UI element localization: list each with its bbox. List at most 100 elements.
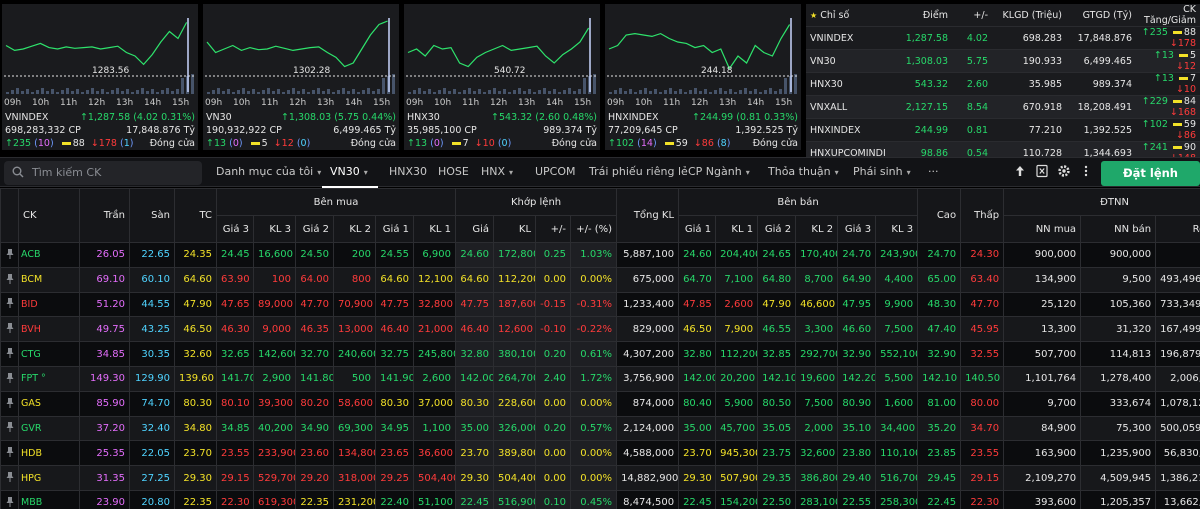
bid-price-2[interactable]: 23.60 [295, 440, 334, 467]
board-row-bcm[interactable]: BCM 69.10 60.10 64.60 63.90 100 64.00 800 64.60 1… [0, 266, 1200, 293]
ask-price-2[interactable]: 142.10 [757, 365, 797, 392]
bid-price-3[interactable]: 46.30 [216, 316, 254, 343]
pin-icon[interactable] [0, 390, 19, 417]
ask-price-1[interactable]: 46.50 [678, 316, 717, 343]
bid-price-2[interactable]: 47.70 [295, 291, 334, 318]
bid-price-1[interactable]: 64.60 [375, 266, 414, 293]
ask-price-3[interactable]: 35.10 [837, 415, 877, 442]
ask-price-1[interactable]: 142.00 [678, 365, 717, 392]
bid-price-2[interactable]: 24.50 [295, 242, 334, 268]
stock-symbol[interactable]: CTG [18, 341, 80, 367]
summary-row[interactable]: HNX30 543.32 2.60 35.985 989.374 ↑13 7 ↓10 [806, 72, 1200, 96]
pin-icon[interactable] [0, 440, 19, 467]
ask-price-3[interactable]: 24.70 [837, 242, 877, 268]
pin-icon[interactable] [0, 266, 19, 293]
ask-price-3[interactable]: 32.90 [837, 341, 877, 367]
bid-price-1[interactable]: 46.40 [375, 316, 414, 343]
bid-price-1[interactable]: 23.65 [375, 440, 414, 467]
bid-price-3[interactable]: 80.10 [216, 390, 254, 417]
bid-price-3[interactable]: 34.85 [216, 415, 254, 442]
tab-private-bonds[interactable]: Trái phiếu riêng lẻ [589, 165, 688, 178]
bid-price-1[interactable]: 80.30 [375, 390, 414, 417]
bid-price-1[interactable]: 32.75 [375, 341, 414, 367]
bid-price-1[interactable]: 29.25 [375, 465, 414, 491]
bid-price-3[interactable]: 29.15 [216, 465, 254, 491]
bid-price-3[interactable]: 22.30 [216, 489, 254, 509]
bid-price-2[interactable]: 32.70 [295, 341, 334, 367]
ask-price-2[interactable]: 32.85 [757, 341, 797, 367]
ask-price-3[interactable]: 23.80 [837, 440, 877, 467]
tab-negotiated[interactable]: Thỏa thuận ▾ [768, 165, 839, 178]
ask-price-1[interactable]: 23.70 [678, 440, 717, 467]
bid-price-3[interactable]: 32.65 [216, 341, 254, 367]
bid-price-1[interactable]: 34.95 [375, 415, 414, 442]
board-row-ctg[interactable]: CTG 34.85 30.35 32.60 32.65 142,600 32.70 240,6… [0, 341, 1200, 367]
tab-derivatives[interactable]: Phái sinh ▾ [853, 165, 911, 178]
mini-index-hnx30[interactable]: 540.72 09h 10h 11h 12h 13h 14h 15h HNX30 ↑543.32 … [404, 4, 600, 150]
bid-price-2[interactable]: 29.20 [295, 465, 334, 491]
stock-symbol[interactable]: BID [18, 291, 80, 318]
place-order-button[interactable]: Đặt lệnh [1101, 161, 1200, 186]
ask-price-2[interactable]: 46.55 [757, 316, 797, 343]
board-row-acb[interactable]: ACB 26.05 22.65 24.35 24.45 16,600 24.50 200 24.… [0, 242, 1200, 268]
bid-price-1[interactable]: 22.40 [375, 489, 414, 509]
board-row-hdb[interactable]: HDB 25.35 22.05 23.70 23.55 233,900 23.60 134,8… [0, 440, 1200, 467]
ask-price-2[interactable]: 64.80 [757, 266, 797, 293]
bid-price-2[interactable]: 46.35 [295, 316, 334, 343]
bid-price-1[interactable]: 47.75 [375, 291, 414, 318]
ask-price-1[interactable]: 64.70 [678, 266, 717, 293]
bid-price-3[interactable]: 23.55 [216, 440, 254, 467]
ask-price-2[interactable]: 80.50 [757, 390, 797, 417]
board-row-fpt[interactable]: FPT ° 149.30 129.90 139.60 141.70 2,900 141.80… [0, 365, 1200, 392]
ask-price-3[interactable]: 64.90 [837, 266, 877, 293]
pin-icon[interactable] [0, 365, 19, 392]
ask-price-1[interactable]: 35.00 [678, 415, 717, 442]
bid-price-1[interactable]: 24.55 [375, 242, 414, 268]
ask-price-1[interactable]: 32.80 [678, 341, 717, 367]
mini-index-vn30[interactable]: 1302.28 09h 10h 11h 12h 13h 14h 15h VN30 ↑1,308.0… [203, 4, 399, 150]
ask-price-3[interactable]: 29.40 [837, 465, 877, 491]
stock-symbol[interactable]: FPT ° [18, 365, 80, 392]
bid-price-3[interactable]: 24.45 [216, 242, 254, 268]
bid-price-2[interactable]: 141.80 [295, 365, 334, 392]
bid-price-2[interactable]: 64.00 [295, 266, 334, 293]
pin-icon[interactable] [0, 291, 19, 318]
bid-price-3[interactable]: 63.90 [216, 266, 254, 293]
tab-vn30[interactable]: VN30 ▾ [330, 165, 368, 178]
board-row-bvh[interactable]: BVH 49.75 43.25 46.50 46.30 9,000 46.35 13,000 4… [0, 316, 1200, 343]
tab-upcom[interactable]: UPCOM [535, 165, 576, 178]
bid-price-2[interactable]: 80.20 [295, 390, 334, 417]
ask-price-1[interactable]: 47.85 [678, 291, 717, 318]
ask-price-1[interactable]: 22.45 [678, 489, 717, 509]
settings-gear-icon[interactable] [1056, 164, 1072, 180]
pin-icon[interactable] [0, 489, 19, 509]
ask-price-2[interactable]: 22.50 [757, 489, 797, 509]
summary-row[interactable]: HNXINDEX 244.99 0.81 77.210 1,392.525 ↑102 59… [806, 118, 1200, 142]
tab-industry[interactable]: CP Ngành ▾ [688, 165, 750, 178]
tab-more[interactable]: ··· [928, 165, 939, 178]
bid-price-2[interactable]: 34.90 [295, 415, 334, 442]
ask-price-1[interactable]: 24.60 [678, 242, 717, 268]
pin-icon[interactable] [0, 242, 19, 268]
board-row-hpg[interactable]: HPG 31.35 27.25 29.30 29.15 529,700 29.20 318,0… [0, 465, 1200, 491]
pin-icon[interactable] [0, 341, 19, 367]
stock-symbol[interactable]: GAS [18, 390, 80, 417]
board-row-bid[interactable]: BID 51.20 44.55 47.90 47.65 89,000 47.70 70,900… [0, 291, 1200, 318]
tab-hnx30[interactable]: HNX30 [389, 165, 428, 178]
pin-icon[interactable] [0, 465, 19, 491]
mini-index-vnindex[interactable]: 1283.56 09h 10h 11h 12h 13h 14h 15h VNINDEX ↑1,28… [2, 4, 198, 150]
board-row-gvr[interactable]: GVR 37.20 32.40 34.80 34.85 40,200 34.90 69,300… [0, 415, 1200, 442]
search-input[interactable]: Tìm kiếm CK [4, 161, 202, 185]
stock-symbol[interactable]: ACB [18, 242, 80, 268]
stock-symbol[interactable]: BVH [18, 316, 80, 343]
ask-price-2[interactable]: 35.05 [757, 415, 797, 442]
board-row-mbb[interactable]: MBB 23.90 20.80 22.35 22.30 619,300 22.35 231,2… [0, 489, 1200, 509]
ask-price-2[interactable]: 23.75 [757, 440, 797, 467]
bid-price-3[interactable]: 47.65 [216, 291, 254, 318]
ask-price-3[interactable]: 46.60 [837, 316, 877, 343]
bid-price-3[interactable]: 141.70 [216, 365, 254, 392]
ask-price-1[interactable]: 29.30 [678, 465, 717, 491]
ask-price-1[interactable]: 80.40 [678, 390, 717, 417]
ask-price-2[interactable]: 24.65 [757, 242, 797, 268]
stock-symbol[interactable]: HDB [18, 440, 80, 467]
